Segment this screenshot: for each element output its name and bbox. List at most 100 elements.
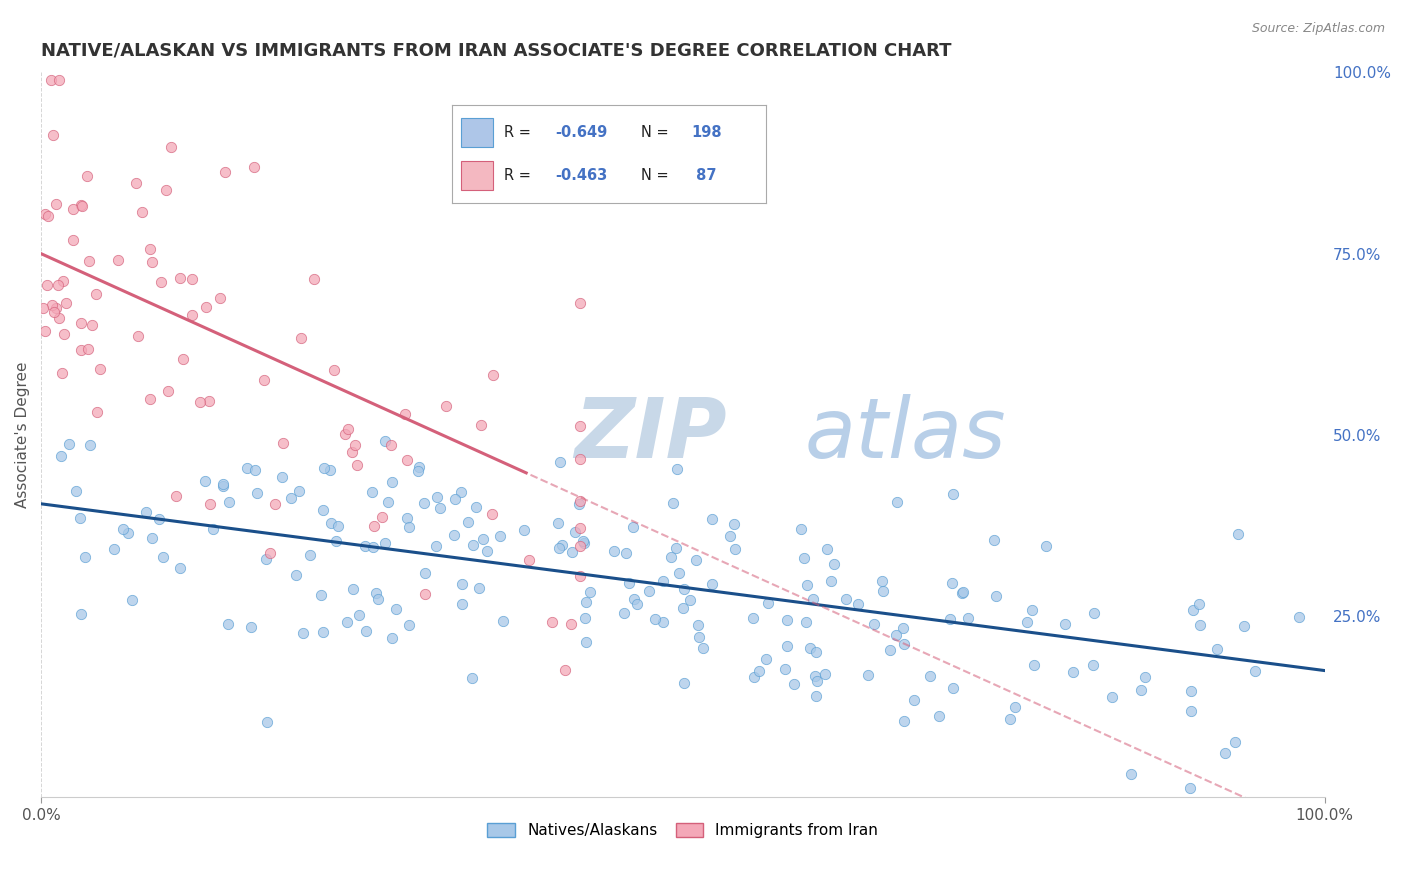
- Point: [804, 645, 827, 659]
- Point: [53, 326, 76, 341]
- Point: [463, 538, 485, 552]
- Point: [481, 368, 503, 382]
- Point: [243, 463, 266, 477]
- Point: [775, 639, 797, 653]
- Point: [613, 607, 636, 621]
- Text: Source: ZipAtlas.com: Source: ZipAtlas.com: [1251, 22, 1385, 36]
- Point: [413, 566, 436, 580]
- Point: [806, 674, 828, 689]
- Point: [569, 494, 592, 508]
- Point: [121, 593, 143, 607]
- Point: [668, 566, 690, 581]
- Point: [572, 534, 595, 549]
- Point: [312, 624, 335, 639]
- Point: [1288, 609, 1310, 624]
- Point: [58, 437, 80, 451]
- Point: [744, 671, 766, 685]
- Point: [284, 568, 307, 582]
- Point: [135, 505, 157, 519]
- Text: ZIP: ZIP: [574, 394, 727, 475]
- Point: [569, 569, 592, 583]
- Point: [783, 677, 806, 691]
- Point: [806, 690, 828, 704]
- Point: [139, 242, 162, 256]
- Point: [429, 500, 451, 515]
- Point: [603, 544, 626, 558]
- Point: [149, 275, 172, 289]
- Point: [259, 546, 281, 560]
- Point: [86, 405, 108, 419]
- Point: [724, 542, 747, 557]
- Point: [489, 529, 512, 543]
- Point: [617, 575, 640, 590]
- Point: [835, 591, 858, 606]
- Point: [457, 515, 479, 529]
- Point: [34, 207, 56, 221]
- Point: [240, 620, 263, 634]
- Point: [790, 522, 813, 536]
- Point: [198, 497, 221, 511]
- Point: [302, 271, 325, 285]
- Point: [48, 72, 70, 87]
- Point: [626, 597, 648, 611]
- Legend: Natives/Alaskans, Immigrants from Iran: Natives/Alaskans, Immigrants from Iran: [481, 817, 884, 844]
- Point: [638, 584, 661, 599]
- Point: [468, 582, 491, 596]
- Point: [37, 209, 59, 223]
- Point: [311, 588, 333, 602]
- Point: [380, 475, 402, 489]
- Point: [742, 611, 765, 625]
- Y-axis label: Associate's Degree: Associate's Degree: [15, 361, 30, 508]
- Point: [322, 363, 344, 377]
- Point: [361, 485, 384, 500]
- Point: [891, 621, 914, 635]
- Point: [665, 462, 688, 476]
- Point: [820, 574, 842, 589]
- Point: [1035, 539, 1057, 553]
- Point: [723, 517, 745, 532]
- Point: [1004, 700, 1026, 714]
- Point: [547, 541, 569, 556]
- Point: [451, 577, 474, 591]
- Point: [271, 470, 294, 484]
- Point: [131, 204, 153, 219]
- Point: [103, 542, 125, 557]
- Point: [243, 161, 266, 175]
- Point: [569, 296, 592, 310]
- Point: [776, 614, 799, 628]
- Point: [253, 373, 276, 387]
- Point: [321, 516, 343, 530]
- Point: [1213, 746, 1236, 760]
- Point: [1119, 767, 1142, 781]
- Point: [659, 549, 682, 564]
- Point: [1182, 602, 1205, 616]
- Point: [381, 631, 404, 645]
- Point: [623, 592, 645, 607]
- Point: [395, 510, 418, 524]
- Point: [941, 576, 963, 591]
- Point: [180, 271, 202, 285]
- Point: [336, 615, 359, 629]
- Point: [575, 635, 598, 649]
- Point: [51, 449, 73, 463]
- Point: [70, 316, 93, 330]
- Point: [796, 577, 818, 591]
- Point: [672, 600, 695, 615]
- Point: [569, 521, 592, 535]
- Point: [319, 463, 342, 477]
- Point: [561, 545, 583, 559]
- Point: [377, 494, 399, 508]
- Point: [51, 366, 73, 380]
- Point: [55, 295, 77, 310]
- Point: [333, 427, 356, 442]
- Point: [1053, 616, 1076, 631]
- Point: [214, 165, 236, 179]
- Point: [551, 537, 574, 551]
- Point: [77, 342, 100, 356]
- Point: [374, 536, 396, 550]
- Point: [801, 592, 824, 607]
- Point: [569, 419, 592, 434]
- Point: [1180, 704, 1202, 718]
- Point: [796, 615, 818, 630]
- Point: [1133, 670, 1156, 684]
